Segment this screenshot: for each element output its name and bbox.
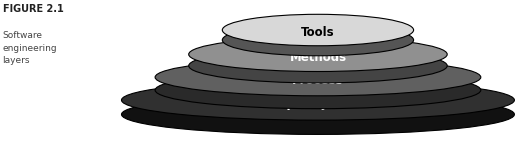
Text: Process: Process [292,74,344,87]
Ellipse shape [121,80,514,120]
Ellipse shape [189,37,447,72]
Ellipse shape [222,14,414,46]
Text: FIGURE 2.1: FIGURE 2.1 [3,4,64,14]
Ellipse shape [155,59,481,96]
Text: Methods: Methods [290,51,346,64]
Ellipse shape [155,72,481,109]
Ellipse shape [121,94,514,134]
Ellipse shape [222,24,414,56]
Text: Software
engineering
layers: Software engineering layers [3,31,57,65]
Ellipse shape [189,49,447,83]
Text: Tools: Tools [301,26,335,39]
Text: A quality focus: A quality focus [268,97,368,110]
